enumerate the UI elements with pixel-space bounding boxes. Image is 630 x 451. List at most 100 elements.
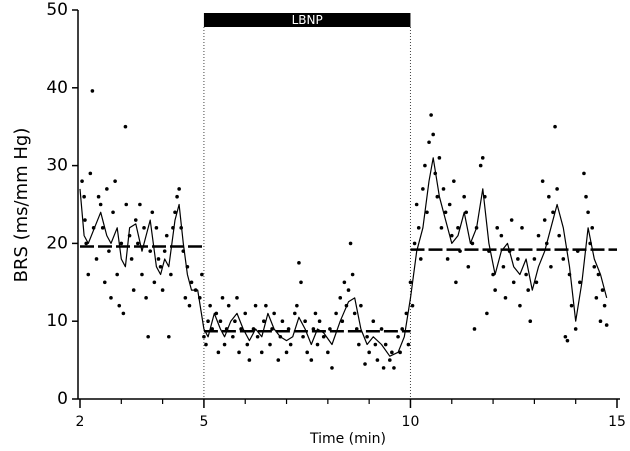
data-point bbox=[373, 342, 378, 347]
data-point bbox=[503, 296, 508, 300]
data-point bbox=[175, 194, 179, 199]
data-point bbox=[270, 327, 274, 331]
data-point bbox=[578, 280, 582, 285]
data-point bbox=[330, 366, 334, 370]
data-point bbox=[540, 179, 545, 183]
data-point bbox=[390, 350, 394, 355]
x-tick-label: 2 bbox=[76, 414, 85, 430]
data-point bbox=[439, 226, 444, 230]
data-point bbox=[464, 210, 469, 215]
data-point bbox=[472, 327, 477, 331]
data-point bbox=[146, 334, 150, 339]
data-point bbox=[328, 327, 332, 331]
data-point bbox=[565, 338, 570, 343]
data-point bbox=[286, 327, 291, 331]
data-point bbox=[82, 194, 86, 199]
data-point bbox=[352, 311, 357, 316]
span-bar bbox=[203, 13, 411, 27]
data-point bbox=[156, 257, 161, 261]
data-point bbox=[317, 319, 322, 324]
data-point bbox=[169, 272, 173, 277]
data-point bbox=[102, 280, 107, 285]
data-point bbox=[408, 280, 413, 285]
data-point bbox=[84, 241, 88, 246]
data-point bbox=[154, 226, 159, 230]
data-point bbox=[493, 288, 497, 292]
data-point bbox=[466, 264, 471, 269]
data-point bbox=[602, 303, 607, 308]
data-point bbox=[350, 272, 355, 277]
data-point bbox=[447, 202, 452, 207]
data-point bbox=[142, 226, 146, 230]
data-point bbox=[226, 303, 231, 308]
data-point bbox=[173, 210, 177, 215]
data-point bbox=[404, 311, 409, 316]
data-point bbox=[452, 179, 456, 183]
data-point bbox=[346, 288, 351, 292]
data-point bbox=[375, 358, 380, 362]
data-point bbox=[183, 296, 188, 300]
data-point bbox=[363, 362, 367, 366]
data-point bbox=[158, 264, 163, 269]
y-axis-label: BRS (ms/mm Hg) bbox=[11, 128, 32, 283]
data-point bbox=[406, 342, 411, 347]
data-point bbox=[247, 358, 252, 362]
data-point bbox=[129, 257, 134, 261]
data-point bbox=[80, 179, 84, 183]
data-point bbox=[86, 272, 91, 277]
data-point bbox=[233, 319, 237, 324]
data-point bbox=[410, 303, 415, 308]
data-point bbox=[431, 132, 435, 137]
data-point bbox=[516, 257, 520, 261]
data-point bbox=[518, 303, 522, 308]
data-point bbox=[509, 218, 514, 222]
data-point bbox=[206, 319, 210, 324]
data-point bbox=[604, 323, 609, 327]
data-point bbox=[423, 163, 427, 168]
data-point bbox=[334, 311, 338, 316]
data-point bbox=[305, 350, 309, 355]
data-point bbox=[94, 257, 99, 261]
data-point bbox=[354, 327, 359, 331]
data-point bbox=[88, 171, 93, 176]
data-point bbox=[425, 210, 429, 215]
data-point bbox=[381, 366, 386, 370]
data-point bbox=[220, 296, 225, 300]
data-point bbox=[313, 311, 318, 316]
data-point bbox=[231, 334, 235, 339]
data-point bbox=[338, 296, 343, 300]
x-tick-label: 10 bbox=[402, 414, 420, 430]
smooth-line bbox=[79, 157, 608, 357]
data-point bbox=[272, 311, 276, 316]
data-point bbox=[251, 327, 256, 331]
data-point bbox=[204, 342, 208, 347]
data-point bbox=[449, 233, 454, 238]
data-point bbox=[598, 319, 603, 324]
data-point bbox=[340, 319, 345, 324]
data-point bbox=[222, 342, 227, 347]
data-point bbox=[315, 342, 320, 347]
data-point bbox=[208, 303, 212, 308]
data-point bbox=[534, 280, 539, 285]
data-point bbox=[371, 319, 376, 324]
data-point bbox=[253, 303, 258, 308]
data-point bbox=[293, 311, 297, 316]
data-point bbox=[105, 187, 109, 191]
data-point bbox=[594, 296, 599, 300]
data-point bbox=[542, 218, 547, 222]
data-point bbox=[131, 288, 136, 292]
data-point bbox=[367, 350, 371, 355]
data-point bbox=[526, 288, 530, 292]
data-point bbox=[480, 156, 485, 160]
data-point bbox=[437, 156, 442, 160]
data-point bbox=[284, 350, 289, 355]
data-point bbox=[121, 311, 126, 316]
y-tick-label: 50 bbox=[46, 0, 68, 20]
data-point bbox=[268, 342, 272, 347]
data-point bbox=[288, 342, 293, 347]
data-point bbox=[429, 113, 433, 117]
data-point bbox=[297, 261, 301, 265]
data-point bbox=[138, 202, 142, 207]
span-label: LBNP bbox=[292, 13, 323, 27]
y-tick-label: 30 bbox=[46, 156, 68, 176]
